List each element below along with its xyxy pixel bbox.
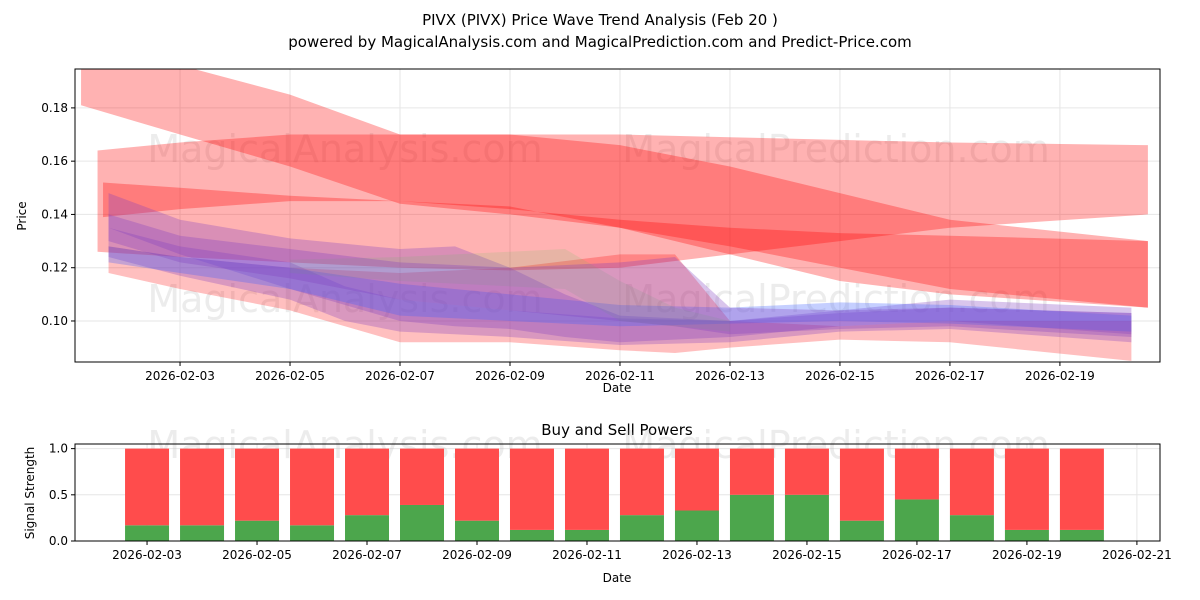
top-x-tick-label: 2026-02-09 (475, 369, 545, 383)
buy-bar (894, 499, 939, 541)
sell-bar (564, 448, 609, 530)
sell-bar (729, 448, 774, 495)
bottom-x-tick-label: 2026-02-05 (222, 548, 292, 562)
watermark: MagicalPrediction.com (622, 277, 1050, 321)
sell-bar (454, 448, 499, 521)
top-y-tick-label: 0.10 (41, 314, 68, 328)
buy-bar (290, 525, 335, 541)
bottom-x-tick-label: 2026-02-07 (332, 548, 402, 562)
top-x-tick-label: 2026-02-11 (585, 369, 655, 383)
buy-bar (400, 504, 444, 541)
buy-bar (235, 520, 280, 541)
sell-bar (619, 448, 664, 516)
chart-title: PIVX (PIVX) Price Wave Trend Analysis (F… (422, 11, 778, 29)
buy-bar (180, 525, 225, 541)
bottom-chart-title: Buy and Sell Powers (541, 421, 693, 439)
chart-subtitle: powered by MagicalAnalysis.com and Magic… (288, 33, 912, 51)
watermark: MagicalPrediction.com (622, 127, 1050, 171)
price-wave-band (81, 69, 1148, 308)
buy-bar (784, 494, 829, 541)
sell-bar (674, 448, 719, 511)
top-x-tick-label: 2026-02-17 (915, 369, 985, 383)
bottom-x-label: Date (603, 571, 632, 585)
bottom-y-tick-label: 0.0 (49, 534, 68, 548)
top-x-tick-label: 2026-02-07 (365, 369, 435, 383)
watermark: MagicalAnalysis.com (147, 127, 542, 171)
top-x-tick-label: 2026-02-03 (145, 369, 215, 383)
bottom-y-tick-label: 1.0 (49, 442, 68, 456)
bottom-x-tick-label: 2026-02-15 (772, 548, 842, 562)
top-x-tick-label: 2026-02-19 (1025, 369, 1095, 383)
sell-bar (784, 448, 829, 495)
bands-group (81, 69, 1148, 361)
price-wave-band (108, 214, 1132, 337)
sell-bar (839, 448, 884, 521)
buy-bar (345, 515, 390, 541)
sell-bar (235, 448, 280, 521)
top-x-tick-label: 2026-02-13 (695, 369, 765, 383)
price-wave-band (97, 134, 1148, 271)
price-wave-band (103, 182, 1148, 308)
top-y-label: Price (15, 201, 29, 230)
buy-bar (619, 515, 664, 541)
sell-bar (125, 448, 170, 526)
bottom-x-tick-label: 2026-02-19 (992, 548, 1062, 562)
price-wave-band (108, 246, 1132, 332)
buy-bar (564, 529, 609, 541)
buy-bar (509, 529, 554, 541)
bottom-plot-frame (74, 443, 1161, 542)
buy-bar (1004, 529, 1049, 541)
price-wave-band (108, 227, 1132, 345)
sell-bar (509, 448, 554, 530)
bottom-x-tick-label: 2026-02-17 (882, 548, 952, 562)
sell-bar (894, 448, 939, 500)
top-y-tick-label: 0.16 (41, 154, 68, 168)
sell-bar (949, 448, 994, 516)
buy-bar (1059, 529, 1104, 541)
sell-bar (180, 448, 225, 526)
buy-bar (729, 494, 774, 541)
top-x-tick-label: 2026-02-05 (255, 369, 325, 383)
top-x-label: Date (603, 381, 632, 395)
sell-bar (345, 448, 390, 516)
sell-bar (400, 448, 444, 505)
sell-bar (1059, 448, 1104, 530)
price-wave-band (290, 249, 730, 332)
top-y-tick-label: 0.12 (41, 261, 68, 275)
price-wave-band (108, 193, 1132, 343)
buy-bar (949, 515, 994, 541)
top-x-tick-label: 2026-02-15 (805, 369, 875, 383)
watermark: MagicalAnalysis.com (147, 277, 542, 321)
bottom-x-tick-label: 2026-02-13 (662, 548, 732, 562)
buy-bar (125, 525, 170, 541)
price-wave-band (108, 246, 1132, 361)
bottom-x-tick-label: 2026-02-21 (1102, 548, 1172, 562)
top-y-tick-label: 0.18 (41, 101, 68, 115)
buy-bar (674, 510, 719, 541)
bottom-x-tick-label: 2026-02-11 (552, 548, 622, 562)
top-y-tick-label: 0.14 (41, 207, 68, 221)
buy-bar (454, 520, 499, 541)
bottom-y-label: Signal Strength (23, 447, 37, 540)
bottom-x-tick-label: 2026-02-09 (442, 548, 512, 562)
bottom-x-tick-label: 2026-02-03 (112, 548, 182, 562)
sell-bar (290, 448, 335, 526)
bottom-y-tick-label: 0.5 (49, 488, 68, 502)
sell-bar (1004, 448, 1049, 530)
buy-bar (839, 520, 884, 541)
top-plot-frame (74, 68, 1161, 363)
